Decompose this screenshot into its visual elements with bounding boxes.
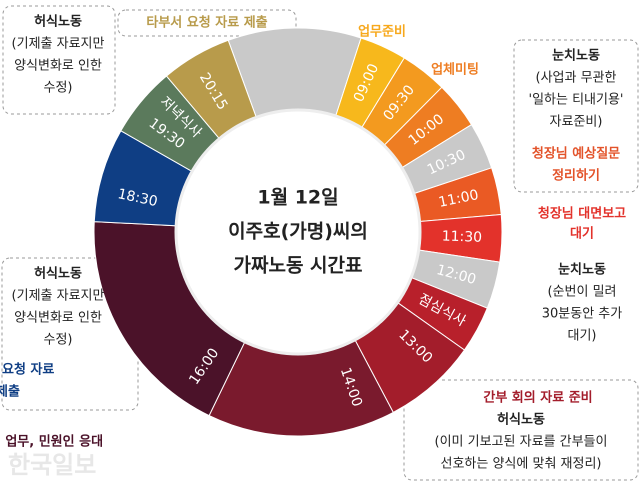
box [403, 379, 639, 481]
annotation: 허식노동 [34, 14, 82, 30]
annotation: 선호하는 양식에 맞춰 재정리) [441, 457, 602, 472]
annotation: 정리하기 [552, 168, 600, 184]
annotation: 허식노동 [34, 266, 82, 282]
annotation: 대기) [568, 329, 597, 344]
annotation: 눈치노동 [558, 262, 606, 278]
annotation: '일하는 티내기용' [529, 93, 624, 108]
annotation: 양식변화로 인한 [14, 59, 102, 74]
annotation: 자료준비) [550, 115, 603, 130]
annotation: 청장님 대면보고 [538, 206, 626, 222]
annotation: 업무준비 [358, 25, 406, 40]
box [117, 9, 297, 37]
center-title: 가짜노동 시간표 [234, 255, 363, 277]
annotation: (순번이 밀려 [547, 285, 616, 300]
annotation: 허식노동 [497, 412, 545, 428]
annotation: 눈치노동 [552, 48, 600, 64]
box [513, 39, 639, 193]
center-title: 이주호(가명)씨의 [228, 221, 368, 243]
segment-label: 11:00 [437, 187, 480, 211]
annotation: (기제출 자료지만 [12, 289, 105, 304]
annotation: 한국일보 [8, 451, 96, 479]
center-title: 1월 12일 [257, 187, 338, 209]
ring [93, 27, 503, 437]
segment-label: 11:30 [441, 229, 482, 246]
annotation: 타부서 요청 자료 [0, 362, 54, 378]
annotation: 개별사업 업무, 민원인 응대 [0, 434, 103, 450]
annotation: 타부서 요청 자료 제출 [146, 15, 267, 31]
annotation: (사업과 무관한 [536, 71, 617, 86]
center-disk [174, 108, 422, 356]
annotation: 대기 [570, 227, 594, 242]
annotation: 간부 회의 자료 준비 [483, 390, 592, 406]
annotation: 수정) [44, 81, 73, 96]
box [2, 5, 116, 115]
annotation: 수정) [44, 333, 73, 348]
annotation: (이미 기보고된 자료를 간부들이 [435, 435, 608, 450]
annotation: 제출 [0, 384, 20, 400]
annotation: 양식변화로 인한 [14, 311, 102, 326]
annotation: (기제출 자료지만 [12, 37, 105, 52]
annotation: 청장님 예상질문 [532, 146, 620, 162]
annotation: 업체미팅 [431, 62, 479, 78]
annotation: 30분동안 추가 [542, 307, 623, 322]
